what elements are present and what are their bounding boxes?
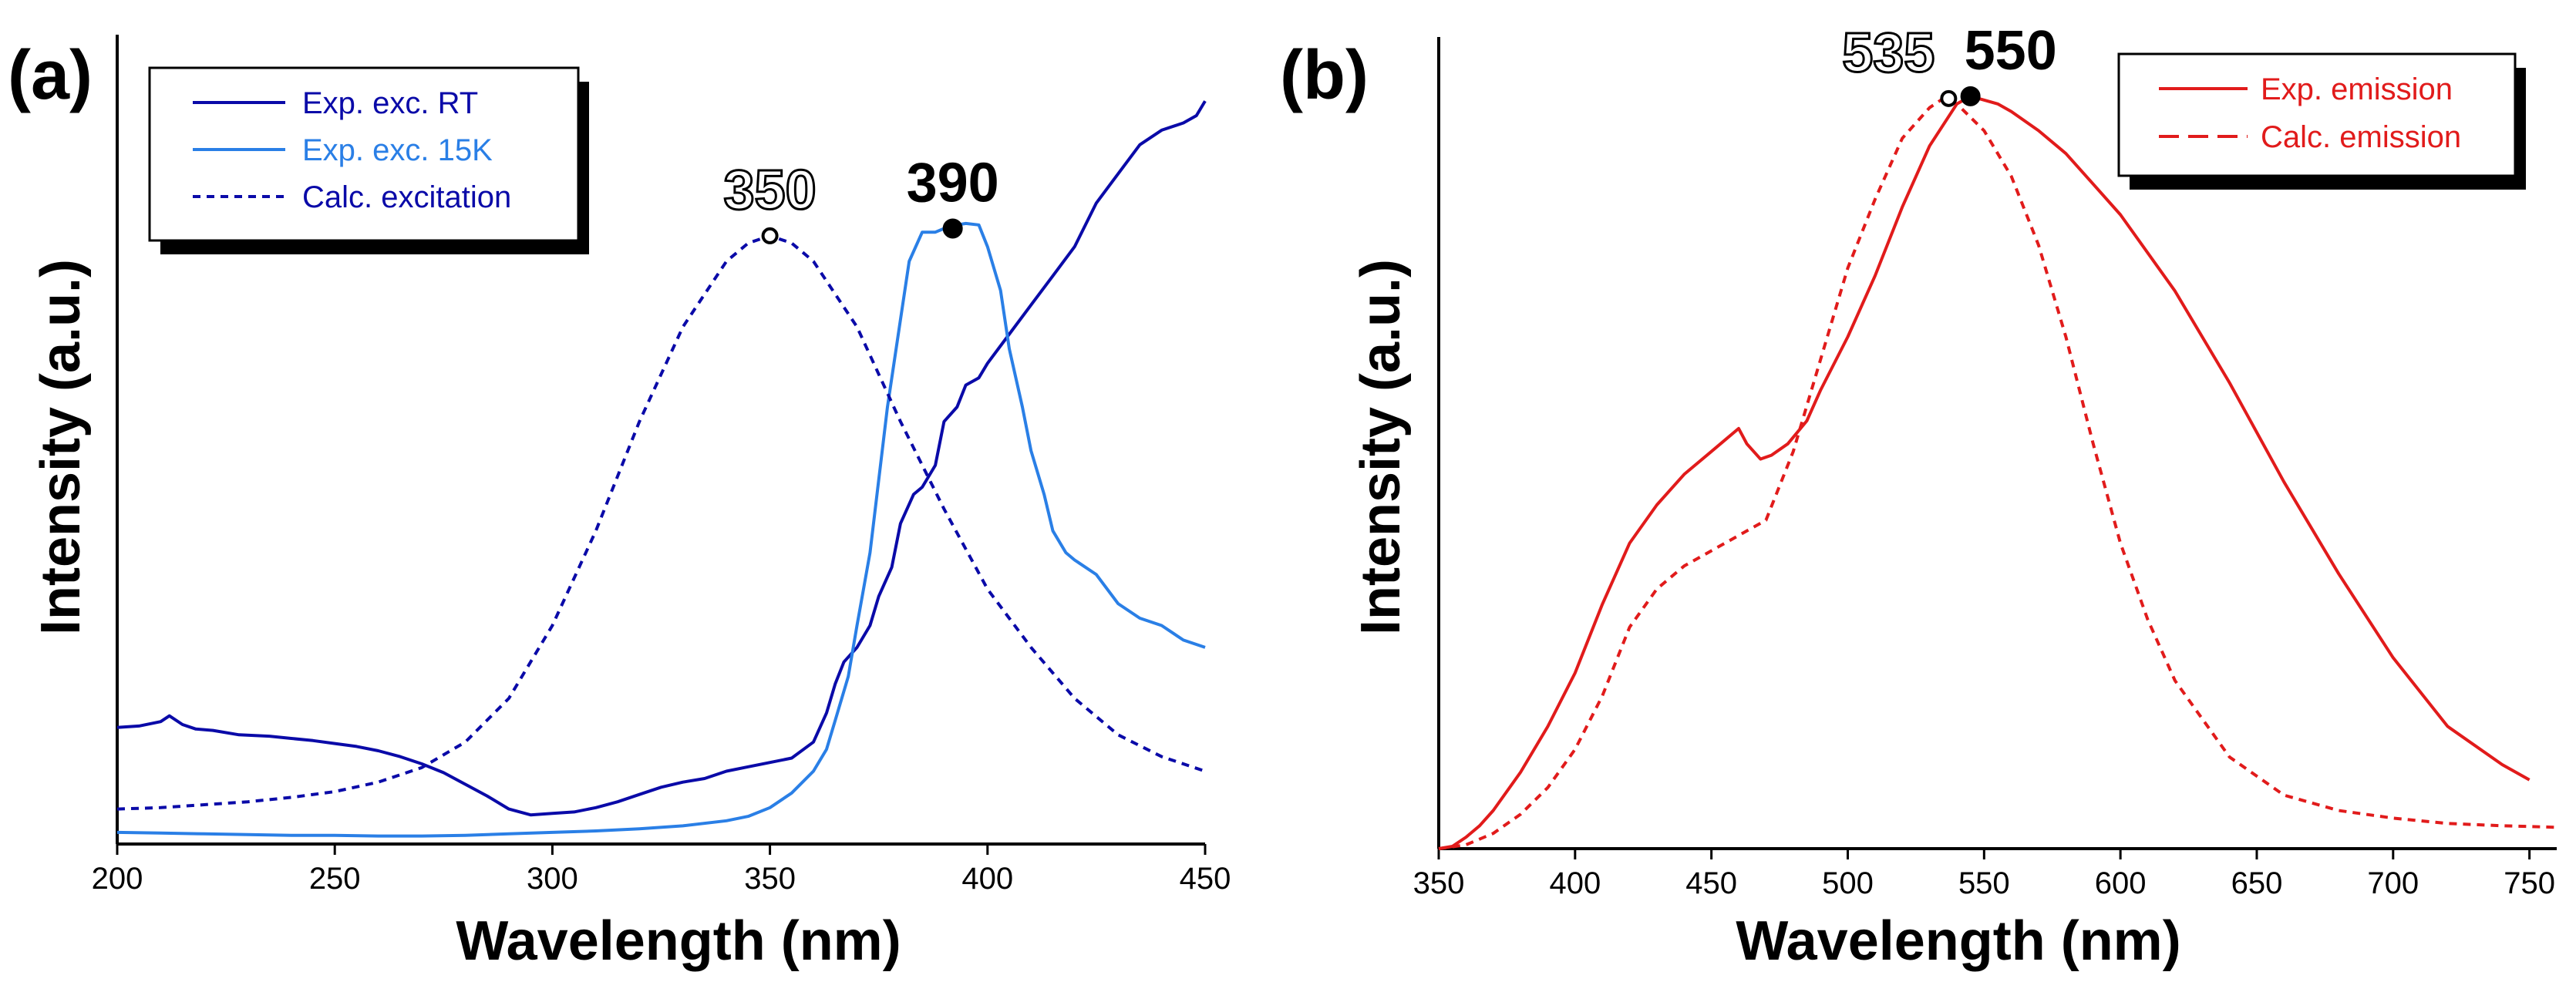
panel-a-label: (a) [8,37,93,114]
panel-b-legend-label-calc: Calc. emission [2261,120,2461,154]
x-tick-label: 350 [1413,866,1465,900]
peak-marker-filled [1960,86,1981,106]
peak-label-open: 535 [1842,22,1935,84]
x-tick-label: 750 [2504,866,2555,900]
panel-a-legend-label-15k: Exp. exc. 15K [302,133,493,167]
panel-a-legend-label-rt: Exp. exc. RT [302,86,478,120]
x-tick-label: 350 [744,862,796,896]
peak-marker-filled [942,218,963,239]
series-line-1 [116,221,1206,838]
panel-a-annotations: 350 390 [722,152,999,244]
x-tick-label: 250 [309,862,361,896]
peak-label-filled: 550 [1965,20,2057,82]
x-tick-label: 450 [1180,862,1231,896]
panel-b-legend-label-exp: Exp. emission [2261,72,2453,106]
panel-b-chart: (b) Intensity (a.u.) Wavelength (nm) 350… [1280,20,2557,972]
panel-b-y-axis-label: Intensity (a.u.) [1350,259,1412,635]
panel-b-ticks: 350 400 450 500 550 600 650 700 750 [1413,849,2555,900]
panel-b-legend: Exp. emission Calc. emission [2117,52,2526,190]
x-tick-label: 300 [527,862,578,896]
x-tick-label: 500 [1822,866,1874,900]
x-tick-label: 700 [2367,866,2419,900]
panel-a-x-axis-label: Wavelength (nm) [456,910,901,972]
x-tick-label: 400 [1549,866,1601,900]
series-line-2 [116,234,1206,811]
panel-a-ticks: 200 250 300 350 400 450 [92,844,1231,896]
x-tick-label: 200 [92,862,143,896]
peak-marker-open [1940,89,1958,107]
series-line-0 [116,100,1207,817]
x-tick-label: 650 [2231,866,2283,900]
x-tick-label: 550 [1958,866,2010,900]
x-tick-label: 600 [2095,866,2147,900]
panel-a-series [116,100,1207,838]
x-tick-label: 450 [1685,866,1737,900]
peak-marker-open [761,227,779,244]
series-line-0 [1438,94,2531,850]
peak-label-filled: 390 [907,152,999,214]
panel-b-legend-box [2117,52,2517,177]
panel-b-x-axis-label: Wavelength (nm) [1736,910,2180,972]
x-tick-label: 400 [961,862,1013,896]
peak-label-open: 350 [724,160,817,221]
panel-a-chart: (a) Intensity (a.u.) Wavelength (nm) 200… [8,35,1231,972]
panel-a-legend-box [148,66,580,242]
panel-a-y-axis-label: Intensity (a.u.) [30,259,92,635]
panel-b-series [1438,94,2557,850]
panel-b-label: (b) [1280,37,1369,114]
series-line-1 [1438,96,2557,850]
panel-a-legend: Exp. exc. RT Exp. exc. 15K Calc. excitat… [148,66,589,254]
panel-b-annotations: 535 550 [1841,20,2057,107]
panel-a-legend-label-calc: Calc. excitation [302,180,511,214]
